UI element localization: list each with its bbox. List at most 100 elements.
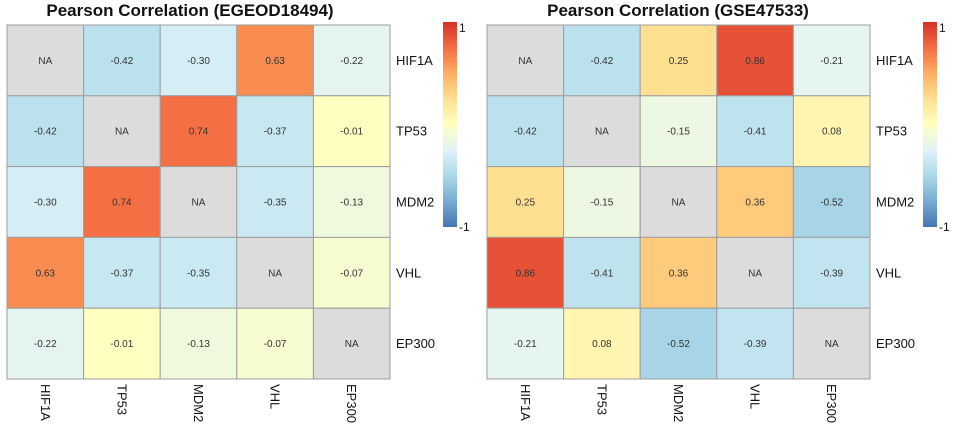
cell-value-label: -0.39 (744, 339, 767, 350)
row-label: MDM2 (876, 195, 914, 210)
heatmap-cell (236, 236, 314, 309)
legend-max-label: 1 (939, 21, 946, 35)
heatmap-cell (792, 24, 871, 97)
legend-max-label: 1 (459, 21, 466, 35)
color-legend: 1 -1 (923, 21, 950, 234)
row-label: HIF1A (396, 53, 433, 68)
cell-value-label: 0.86 (516, 268, 536, 279)
cell-value-label: -0.22 (340, 56, 363, 67)
cell-value-label: NA (38, 56, 52, 67)
heatmap-cell (563, 95, 641, 168)
color-legend: 1 -1 (443, 21, 470, 234)
legend-min-label: -1 (939, 220, 950, 234)
chart-title: Pearson Correlation (EGEOD18494) (46, 1, 333, 20)
heatmap-cell (159, 236, 238, 309)
column-label: HIF1A (518, 384, 533, 421)
cell-value-label: -0.01 (111, 339, 134, 350)
cell-value-label: -0.37 (264, 127, 287, 138)
heatmap-panel-1: Pearson Correlation (EGEOD18494) NA -0.42 -… (6, 1, 470, 423)
column-label: TP53 (594, 384, 609, 415)
cell-value-label: 0.36 (745, 198, 765, 209)
cell-value-label: -0.15 (591, 198, 614, 209)
heatmap-cell (312, 24, 391, 97)
heatmap-cell (563, 24, 641, 97)
legend-min-label: -1 (459, 220, 470, 234)
cell-value-label: -0.13 (187, 339, 210, 350)
cell-value-label: -0.35 (264, 198, 287, 209)
heatmap-cell (159, 307, 238, 380)
cell-value-label: 0.36 (669, 268, 689, 279)
row-label: EP300 (396, 336, 435, 351)
heatmap-cell (6, 307, 85, 380)
row-label: TP53 (876, 124, 907, 139)
cell-value-label: 0.25 (516, 198, 536, 209)
column-label: MDM2 (191, 384, 206, 422)
cell-value-label: NA (595, 127, 609, 138)
heatmap-cell (716, 166, 794, 238)
cell-value-label: -0.07 (264, 339, 287, 350)
cell-value-label: 0.74 (189, 127, 209, 138)
row-label: HIF1A (876, 53, 913, 68)
heatmap-cell (83, 166, 161, 238)
column-label: EP300 (824, 384, 839, 423)
cell-value-label: NA (115, 127, 129, 138)
heatmap-cell (792, 95, 871, 168)
cell-value-label: 0.63 (36, 268, 56, 279)
heatmap-cell (792, 166, 871, 238)
cell-value-label: 0.08 (592, 339, 612, 350)
heatmap-cell (312, 95, 391, 168)
cell-value-label: 0.08 (822, 127, 842, 138)
chart-title: Pearson Correlation (GSE47533) (547, 1, 809, 20)
legend-color-bar (923, 22, 937, 227)
heatmap-cell (236, 24, 314, 97)
cell-value-label: -0.01 (340, 127, 363, 138)
cell-value-label: NA (825, 339, 839, 350)
heatmap-cell (312, 236, 391, 309)
heatmap-cell (639, 307, 718, 380)
heatmap-cell (83, 236, 161, 309)
heatmap-cell (6, 95, 85, 168)
cell-value-label: -0.30 (34, 198, 57, 209)
cell-value-label: -0.15 (667, 127, 690, 138)
cell-value-label: -0.37 (111, 268, 134, 279)
heatmap-panel-2: Pearson Correlation (GSE47533) NA -0.42 0.2… (486, 1, 950, 423)
heatmap-cell (236, 166, 314, 238)
cell-value-label: NA (268, 268, 282, 279)
cell-value-label: NA (192, 198, 206, 209)
cell-value-label: -0.42 (34, 127, 57, 138)
cell-value-label: 0.86 (745, 56, 765, 67)
column-label: HIF1A (38, 384, 53, 421)
cell-value-label: -0.42 (514, 127, 537, 138)
cell-value-label: -0.42 (591, 56, 614, 67)
cell-value-label: -0.30 (187, 56, 210, 67)
column-label: VHL (748, 384, 763, 409)
cell-value-label: -0.41 (744, 127, 767, 138)
cell-value-label: -0.52 (820, 198, 843, 209)
heatmap-cell (83, 24, 161, 97)
row-label: EP300 (876, 336, 915, 351)
cell-value-label: -0.52 (667, 339, 690, 350)
cell-value-label: NA (518, 56, 532, 67)
row-label: VHL (876, 265, 901, 280)
heatmap-cell (792, 236, 871, 309)
cell-value-label: NA (748, 268, 762, 279)
cell-value-label: 0.74 (112, 198, 132, 209)
heatmap-cell (6, 24, 85, 97)
cell-value-label: -0.22 (34, 339, 57, 350)
heatmap-cell (159, 95, 238, 168)
column-label: VHL (268, 384, 283, 409)
row-label: MDM2 (396, 195, 434, 210)
cell-value-label: 0.25 (669, 56, 689, 67)
heatmap-cell (792, 307, 871, 380)
column-label: MDM2 (671, 384, 686, 422)
cell-value-label: -0.13 (340, 198, 363, 209)
heatmap-cell (563, 236, 641, 309)
cell-value-label: NA (345, 339, 359, 350)
heatmap-cell (159, 166, 238, 238)
column-label: EP300 (344, 384, 359, 423)
cell-value-label: -0.21 (820, 56, 843, 67)
heatmap-cell (83, 307, 161, 380)
cell-value-label: -0.42 (111, 56, 134, 67)
cell-value-label: -0.39 (820, 268, 843, 279)
